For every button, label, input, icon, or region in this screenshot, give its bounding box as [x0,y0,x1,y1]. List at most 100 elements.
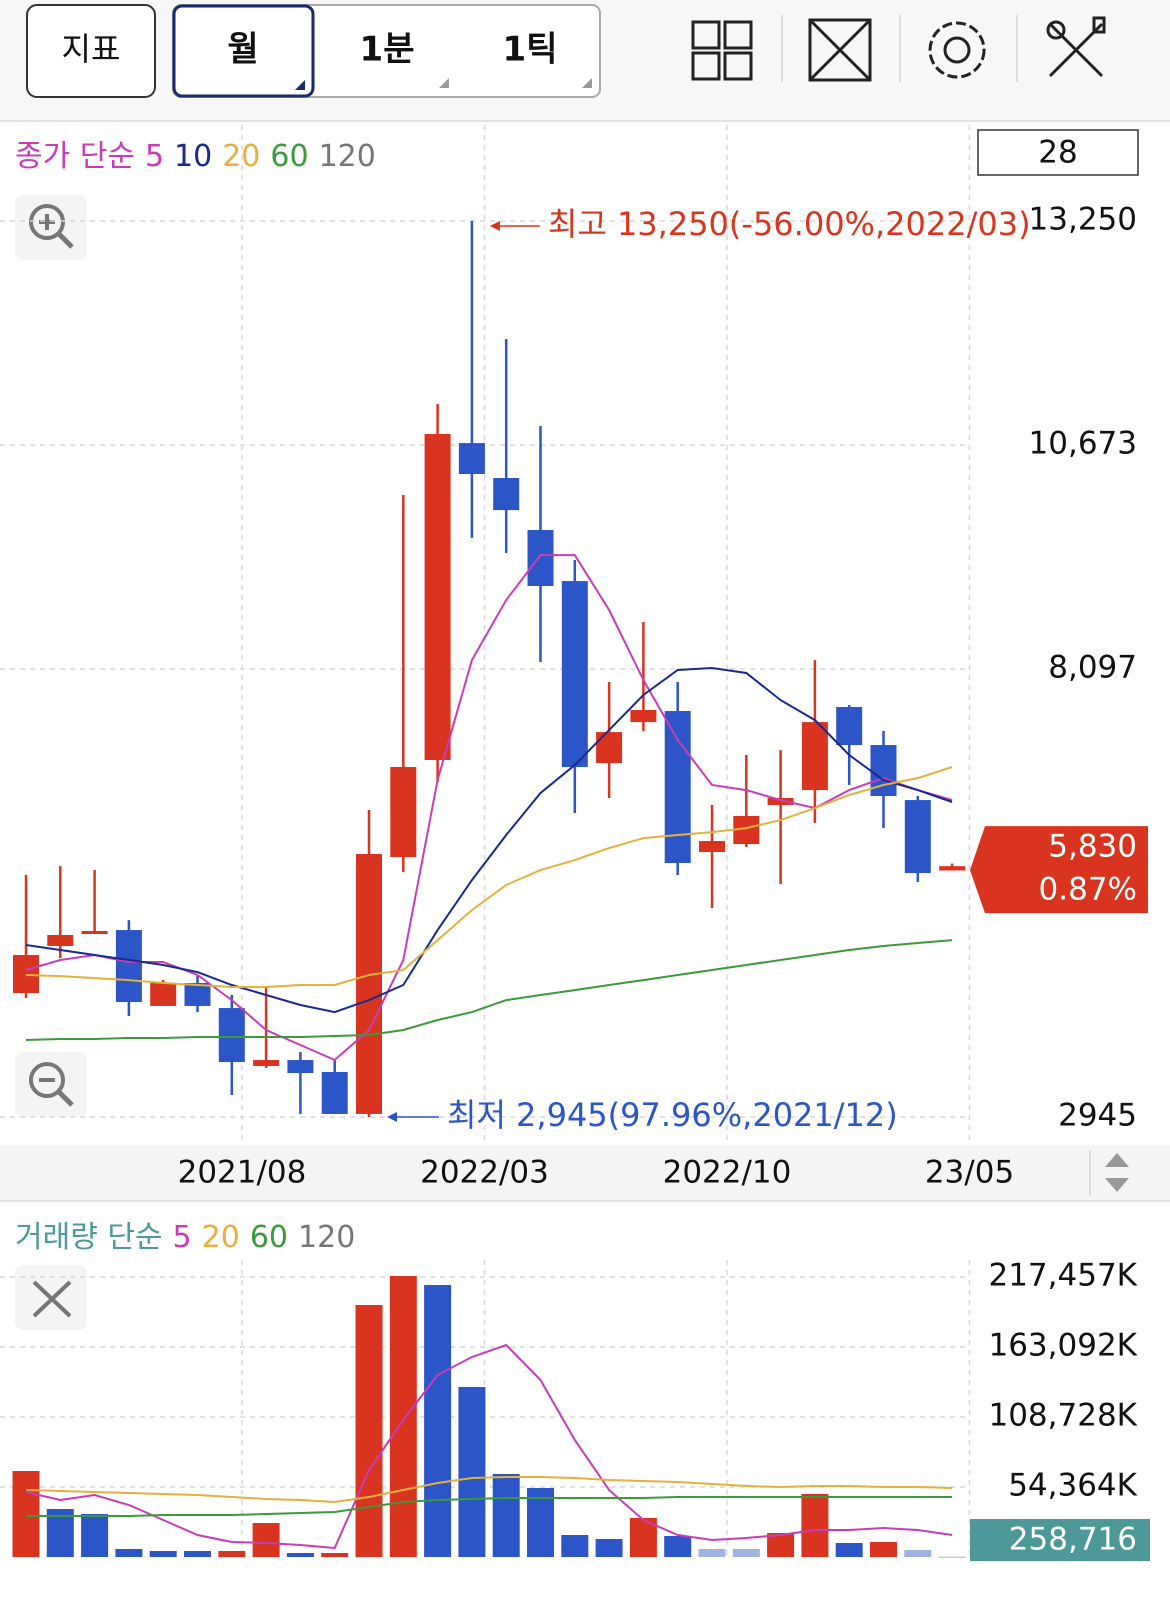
volume-bar [355,1305,383,1557]
price-tag [970,826,1148,914]
indicator-button-label: 지표 [62,30,121,68]
y-tick-label: 108,728K [988,1398,1137,1434]
legend-entry: 120 [298,1220,355,1255]
dropdown-mark [295,80,305,90]
volume-bar [321,1553,349,1557]
candle-body [321,1071,348,1114]
candle-body [390,767,417,858]
y-tick-label: 217,457K [988,1258,1137,1294]
volume-bar [389,1276,417,1557]
zoom-in-button[interactable] [15,195,87,260]
y-tick-label: 2945 [1058,1098,1137,1134]
candle-body [493,478,520,511]
volume-bar [595,1539,623,1557]
zoom-out-button[interactable] [15,1052,87,1117]
candle-body [81,931,108,934]
legend: 거래량 단순 5 20 60 120 [15,1220,355,1255]
candle-body [356,853,382,1114]
legend-entry: 20 [202,1220,240,1255]
ma-line [26,1496,953,1517]
volume-bar [184,1550,211,1557]
volume-bar [492,1474,520,1557]
ma-line [25,766,953,988]
candle-body [939,866,966,871]
legend-title: 거래량 단순 [15,1220,163,1255]
candle-body [184,983,211,1006]
fullscreen-icon[interactable] [808,18,872,82]
candle-body [13,955,39,994]
legend-entry: 10 [174,139,212,174]
volume-bar [424,1285,452,1557]
candle-body [218,1008,245,1063]
minute-button-label: 1분 [360,30,415,70]
min-annotation: 최저 2,945(97.96%,2021/12) [447,1096,898,1134]
legend-entry: 120 [319,139,376,174]
candle-body [904,800,931,874]
close-volume-button[interactable] [15,1265,87,1330]
volume-bar [286,1553,314,1557]
candle-body [287,1060,314,1074]
volume-bar [664,1536,692,1557]
last-volume-box [970,1519,1150,1561]
count-box[interactable] [977,129,1139,176]
settings-icon[interactable] [928,21,986,79]
price-tag-price: 5,830 [1048,829,1137,865]
layout-icon[interactable] [691,20,753,81]
count-label: 28 [1038,135,1077,171]
candle-body [424,434,451,760]
x-axis-band [0,1145,1170,1201]
volume-bar [938,1556,966,1558]
legend: 종가 단순 5 10 20 60 120 [15,139,376,174]
volume-bar [767,1533,795,1557]
ma-line [25,939,953,1041]
x-tick-label: 2022/03 [420,1155,549,1191]
candle-body [150,983,177,1006]
tick-button-label: 1틱 [503,30,558,70]
volume-bar [252,1523,280,1557]
y-tick-label: 13,250 [1029,202,1137,238]
y-tick-label: 8,097 [1048,650,1137,686]
annotation-arrowhead [387,1112,397,1122]
volume-bar [801,1494,829,1557]
volume-bar [12,1471,40,1557]
y-tick-label: 54,364K [1008,1468,1137,1504]
last-volume-label: 258,716 [1009,1522,1137,1558]
legend-entry: 5 [145,139,164,174]
scroll-up[interactable] [1105,1153,1129,1167]
legend-entry: 20 [222,139,260,174]
candle-body [527,530,554,587]
candle-body [458,443,485,475]
volume-bar [835,1542,863,1557]
candle-body [836,707,863,746]
volume-bar [870,1542,897,1557]
x-tick-label: 2021/08 [178,1155,307,1191]
y-tick-label: 10,673 [1029,426,1137,462]
volume-bar [458,1387,486,1557]
x-tick-label: 23/05 [925,1155,1014,1191]
candle-body [596,732,623,764]
volume-bar [904,1550,932,1557]
annotation-arrowhead [489,221,500,231]
indicator-button[interactable] [26,4,156,98]
candle-body [115,930,142,1003]
volume-bar [698,1549,726,1557]
volume-bar [46,1509,74,1557]
volume-bar [732,1549,760,1557]
scroll-down[interactable] [1105,1178,1129,1192]
tools-icon[interactable] [1046,16,1106,78]
legend-title: 종가 단순 [15,139,135,174]
ma-line [25,666,953,1014]
volume-bar [561,1535,589,1557]
mark-layer [12,221,1150,1561]
candle-body [699,841,725,852]
candle-body [47,935,74,946]
month-button[interactable] [172,4,315,98]
candle-body [664,711,691,864]
candle-body [630,709,657,723]
x-tick-label: 2022/10 [663,1155,792,1191]
volume-bar [527,1488,554,1557]
legend-entry: 60 [270,139,308,174]
